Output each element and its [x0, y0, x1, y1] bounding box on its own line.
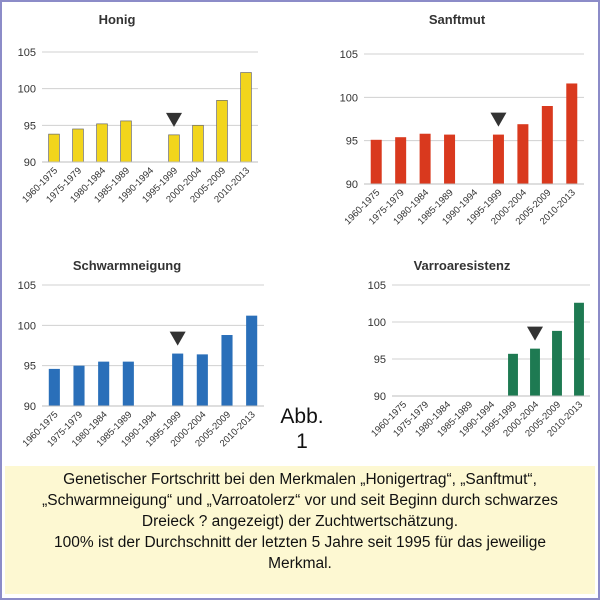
- bar-1995-1999: [492, 134, 504, 184]
- bar-2000-2004: [530, 348, 540, 396]
- chart-title: Schwarmneigung: [73, 258, 181, 273]
- y-tick-label: 105: [18, 47, 36, 59]
- y-tick-label: 95: [374, 354, 386, 366]
- bar-1985-1989: [122, 361, 134, 406]
- bar-1975-1979: [395, 137, 407, 184]
- bar-1980-1984: [98, 361, 110, 406]
- bar-2000-2004: [517, 124, 529, 184]
- y-tick-label: 100: [18, 320, 36, 332]
- y-tick-label: 90: [24, 401, 36, 413]
- chart-varroaresistenz: Varroaresistenz90951001051960-19751975-1…: [368, 258, 590, 439]
- y-tick-label: 100: [368, 317, 386, 329]
- bar-1960-1975: [48, 368, 60, 406]
- bar-2005-2009: [552, 330, 562, 396]
- caption-line-3: Dreieck ? angezeigt) der Zuchtwertschätz…: [141, 513, 459, 530]
- marker-triangle-icon: [169, 331, 186, 346]
- y-tick-label: 90: [24, 157, 36, 169]
- chart-schwarmneigung: Schwarmneigung90951001051960-19751975-19…: [18, 258, 264, 449]
- marker-triangle-icon: [166, 112, 182, 127]
- y-tick-label: 95: [24, 120, 36, 132]
- chart-sanftmut: Sanftmut90951001051960-19751975-19791980…: [340, 12, 584, 227]
- figure-caption: Genetischer Fortschritt bei den Merkmale…: [5, 466, 595, 594]
- figure-label-number: 1: [296, 430, 308, 453]
- marker-triangle-icon: [527, 326, 543, 341]
- y-tick-label: 105: [340, 49, 358, 61]
- bar-2000-2004: [196, 354, 208, 406]
- bar-1980-1984: [419, 133, 431, 184]
- bar-2005-2009: [216, 100, 228, 163]
- marker-triangle-icon: [490, 112, 507, 127]
- y-tick-label: 95: [24, 361, 36, 373]
- y-tick-label: 100: [18, 84, 36, 96]
- chart-honig: Honig90951001051960-19751975-19791980-19…: [18, 12, 258, 205]
- y-tick-label: 90: [374, 391, 386, 403]
- caption-line-2: „Schwarmneigung“ und „Varroatolerz“ vor …: [42, 492, 558, 509]
- caption-line-4: 100% ist der Durchschnitt der letzten 5 …: [54, 534, 546, 551]
- chart-title: Varroaresistenz: [414, 258, 511, 273]
- bar-1960-1975: [48, 133, 60, 163]
- y-tick-label: 90: [346, 179, 358, 191]
- figure-label-abb: Abb.: [280, 405, 324, 428]
- bar-1995-1999: [508, 353, 518, 396]
- y-tick-label: 95: [346, 136, 358, 148]
- bar-1975-1979: [73, 365, 85, 406]
- bar-1980-1984: [96, 123, 108, 163]
- y-tick-label: 105: [18, 280, 36, 292]
- bar-2010-2013: [246, 315, 258, 406]
- bar-2010-2013: [566, 83, 578, 184]
- bar-1985-1989: [120, 120, 132, 163]
- bar-2000-2004: [192, 124, 204, 163]
- bar-2005-2009: [541, 106, 553, 184]
- bar-1975-1979: [72, 128, 84, 163]
- chart-title: Honig: [99, 12, 136, 27]
- caption-line-5: Merkmal.: [268, 555, 332, 572]
- y-tick-label: 105: [368, 280, 386, 292]
- bar-1995-1999: [172, 353, 184, 406]
- bar-1995-1999: [168, 134, 180, 163]
- bar-1985-1989: [444, 134, 456, 184]
- bar-2005-2009: [221, 335, 233, 406]
- bar-2010-2013: [240, 72, 252, 163]
- bar-2010-2013: [574, 302, 584, 396]
- caption-line-1: Genetischer Fortschritt bei den Merkmale…: [63, 471, 537, 488]
- bar-1960-1975: [370, 139, 382, 184]
- chart-title: Sanftmut: [429, 12, 486, 27]
- y-tick-label: 100: [340, 92, 358, 104]
